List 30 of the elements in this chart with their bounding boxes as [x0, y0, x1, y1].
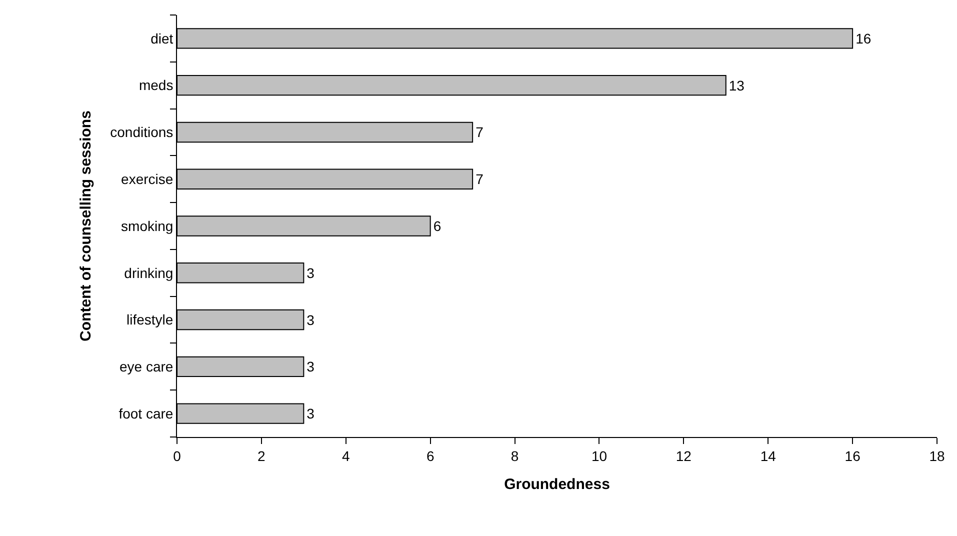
y-tick-label: conditions — [110, 124, 174, 140]
data-label: 7 — [476, 171, 484, 188]
data-label: 3 — [306, 312, 315, 328]
y-tick-label: drinking — [124, 264, 174, 281]
y-tick-label: meds — [138, 77, 174, 94]
x-tick-label: 12 — [676, 448, 692, 464]
data-label: 3 — [306, 358, 315, 375]
y-tick-label: diet — [150, 30, 174, 46]
data-label: 7 — [476, 124, 484, 140]
data-label: 3 — [306, 264, 315, 281]
y-tick-label: eye care — [119, 358, 174, 375]
x-tick-label: 6 — [426, 448, 434, 464]
x-tick-label: 8 — [510, 448, 519, 464]
x-tick-label: 0 — [173, 448, 182, 464]
data-label: 3 — [306, 406, 315, 422]
x-tick-label: 14 — [760, 448, 776, 464]
x-axis-title: Groundedness — [504, 476, 610, 493]
data-label: 13 — [728, 77, 745, 94]
data-label: 16 — [856, 30, 872, 46]
x-tick-label: 18 — [929, 448, 945, 464]
x-tick-label: 4 — [342, 448, 350, 464]
y-tick-label: smoking — [121, 218, 174, 234]
y-tick-label: exercise — [121, 171, 174, 188]
x-tick-label: 16 — [844, 448, 861, 464]
y-tick-label: lifestyle — [126, 312, 174, 328]
x-tick-label: 2 — [258, 448, 266, 464]
data-label: 6 — [433, 218, 442, 234]
x-tick-label: 10 — [591, 448, 608, 464]
y-tick-label: foot care — [118, 405, 174, 422]
y-axis-title: Content of counselling sessions — [77, 110, 94, 342]
